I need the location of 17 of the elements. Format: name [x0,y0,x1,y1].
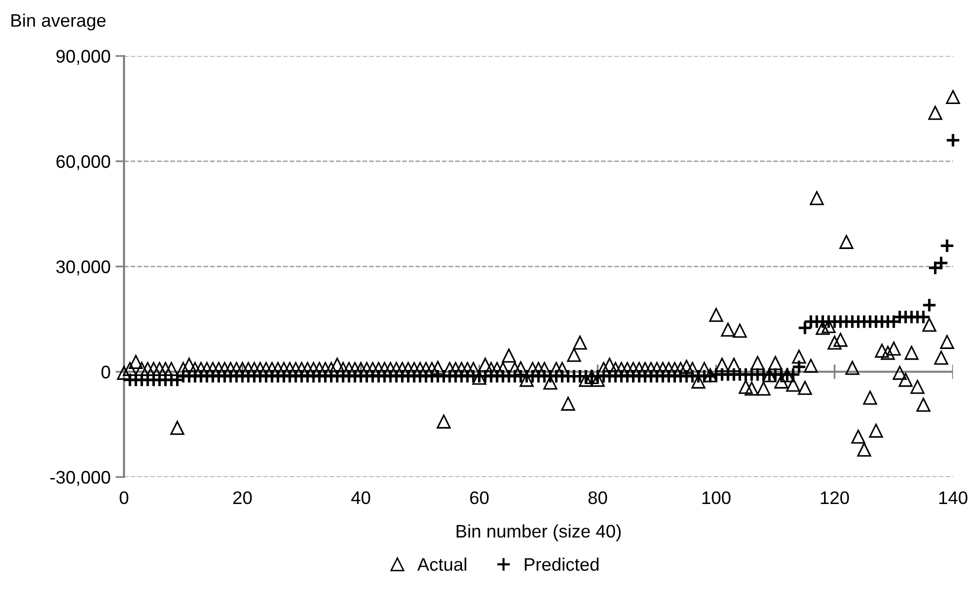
y-tick-label: -30,000 [50,470,110,486]
legend-label: Actual [417,558,466,571]
x-tick-label: 120 [820,491,849,504]
x-tick-label: 40 [351,491,370,504]
y-tick-label: 60,000 [56,155,110,170]
x-tick-label: 80 [588,491,608,504]
legend-label: Predicted [524,558,599,571]
x-tick-label: 60 [470,491,489,504]
x-tick-label: 100 [702,491,730,504]
y-tick-label: 90,000 [56,50,110,65]
y-tick-label: 0 [101,366,110,378]
x-tick-label: 0 [120,491,128,504]
x-axis-title: Bin number (size 40) [456,524,621,542]
y-axis-title: Bin average [11,14,106,30]
x-tick-label: 140 [939,491,968,504]
y-tick-label: 30,000 [56,260,110,276]
x-tick-label: 20 [233,491,252,504]
